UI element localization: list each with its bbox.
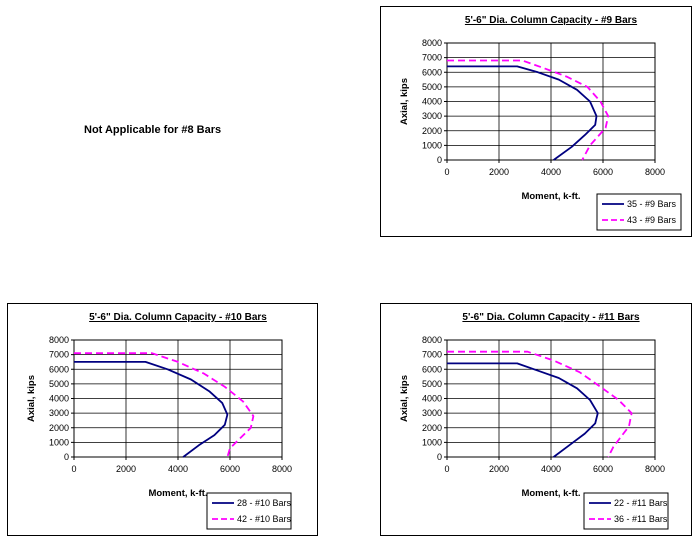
y-tick-label: 7000 [422, 350, 442, 360]
y-tick-label: 7000 [49, 350, 69, 360]
legend-label-2: 42 - #10 Bars [237, 514, 292, 524]
legend: 35 - #9 Bars 43 - #9 Bars [596, 193, 682, 231]
x-tick-label: 0 [444, 167, 449, 177]
y-tick-label: 2000 [422, 126, 442, 136]
y-tick-label: 3000 [49, 408, 69, 418]
y-tick-label: 6000 [49, 364, 69, 374]
y-tick-label: 1000 [422, 140, 442, 150]
y-tick-label: 7000 [422, 53, 442, 63]
y-tick-label: 2000 [422, 423, 442, 433]
series-line-2 [447, 350, 633, 458]
x-axis-label: Moment, k-ft. [148, 488, 207, 499]
y-tick-label: 0 [437, 155, 442, 165]
y-tick-label: 8000 [49, 335, 69, 345]
x-tick-label: 4000 [541, 464, 561, 474]
x-tick-label: 8000 [645, 167, 665, 177]
series-line-2 [447, 59, 610, 161]
x-tick-label: 6000 [220, 464, 240, 474]
x-tick-label: 0 [71, 464, 76, 474]
chart-panel-11-bars: 5'-6" Dia. Column Capacity - #11 Bars 0 10… [380, 303, 692, 536]
legend-label-1: 22 - #11 Bars [614, 498, 668, 508]
not-applicable-note: Not Applicable for #8 Bars [84, 124, 222, 136]
legend-label-1: 35 - #9 Bars [627, 199, 677, 209]
x-axis-label: Moment, k-ft. [521, 191, 580, 202]
y-axis-label: Axial, kips [26, 375, 37, 422]
chart-title: 5'-6" Dia. Column Capacity - #11 Bars [462, 312, 640, 323]
chart-panel-9-bars: 5'-6" Dia. Column Capacity - #9 Bars 0 100… [380, 6, 692, 237]
x-axis-label: Moment, k-ft. [521, 488, 580, 499]
legend: 28 - #10 Bars 42 - #10 Bars [206, 492, 292, 530]
legend-label-2: 43 - #9 Bars [627, 215, 677, 225]
x-tick-label: 6000 [593, 167, 613, 177]
x-tick-label: 2000 [489, 167, 509, 177]
legend-label-1: 28 - #10 Bars [237, 498, 292, 508]
y-tick-label: 1000 [422, 437, 442, 447]
x-tick-label: 2000 [116, 464, 136, 474]
y-tick-label: 0 [437, 452, 442, 462]
y-tick-label: 4000 [49, 394, 69, 404]
chart-panel-10-bars: 5'-6" Dia. Column Capacity - #10 Bars 0 10… [7, 303, 318, 536]
y-tick-label: 0 [64, 452, 69, 462]
y-tick-label: 6000 [422, 67, 442, 77]
chart-title: 5'-6" Dia. Column Capacity - #10 Bars [89, 312, 267, 323]
x-tick-label: 8000 [645, 464, 665, 474]
x-tick-label: 4000 [168, 464, 188, 474]
y-tick-label: 2000 [49, 423, 69, 433]
chart-11-bars: 5'-6" Dia. Column Capacity - #11 Bars 0 10… [399, 312, 669, 530]
series-line-1 [74, 361, 229, 458]
y-tick-label: 5000 [422, 82, 442, 92]
series-line-1 [447, 362, 599, 458]
y-axis-label: Axial, kips [399, 375, 410, 422]
y-axis-label: Axial, kips [399, 78, 410, 125]
legend: 22 - #11 Bars 36 - #11 Bars [583, 492, 669, 530]
chart-10-bars: 5'-6" Dia. Column Capacity - #10 Bars 0 10… [26, 312, 292, 530]
x-tick-label: 6000 [593, 464, 613, 474]
y-tick-label: 3000 [422, 408, 442, 418]
y-tick-label: 1000 [49, 437, 69, 447]
chart-title: 5'-6" Dia. Column Capacity - #9 Bars [465, 15, 638, 26]
legend-box [596, 193, 682, 231]
chart-9-bars: 5'-6" Dia. Column Capacity - #9 Bars 0 100… [399, 15, 682, 231]
y-tick-label: 5000 [49, 379, 69, 389]
legend-box [206, 492, 292, 530]
legend-label-2: 36 - #11 Bars [614, 514, 668, 524]
series-line-2 [74, 352, 255, 458]
legend-box [583, 492, 669, 530]
x-tick-label: 8000 [272, 464, 292, 474]
y-tick-label: 4000 [422, 97, 442, 107]
y-tick-label: 6000 [422, 364, 442, 374]
y-tick-label: 3000 [422, 111, 442, 121]
series-line-1 [447, 65, 598, 161]
x-tick-label: 0 [444, 464, 449, 474]
y-tick-label: 8000 [422, 335, 442, 345]
y-tick-label: 5000 [422, 379, 442, 389]
y-tick-label: 4000 [422, 394, 442, 404]
x-tick-label: 2000 [489, 464, 509, 474]
x-tick-label: 4000 [541, 167, 561, 177]
y-tick-label: 8000 [422, 38, 442, 48]
